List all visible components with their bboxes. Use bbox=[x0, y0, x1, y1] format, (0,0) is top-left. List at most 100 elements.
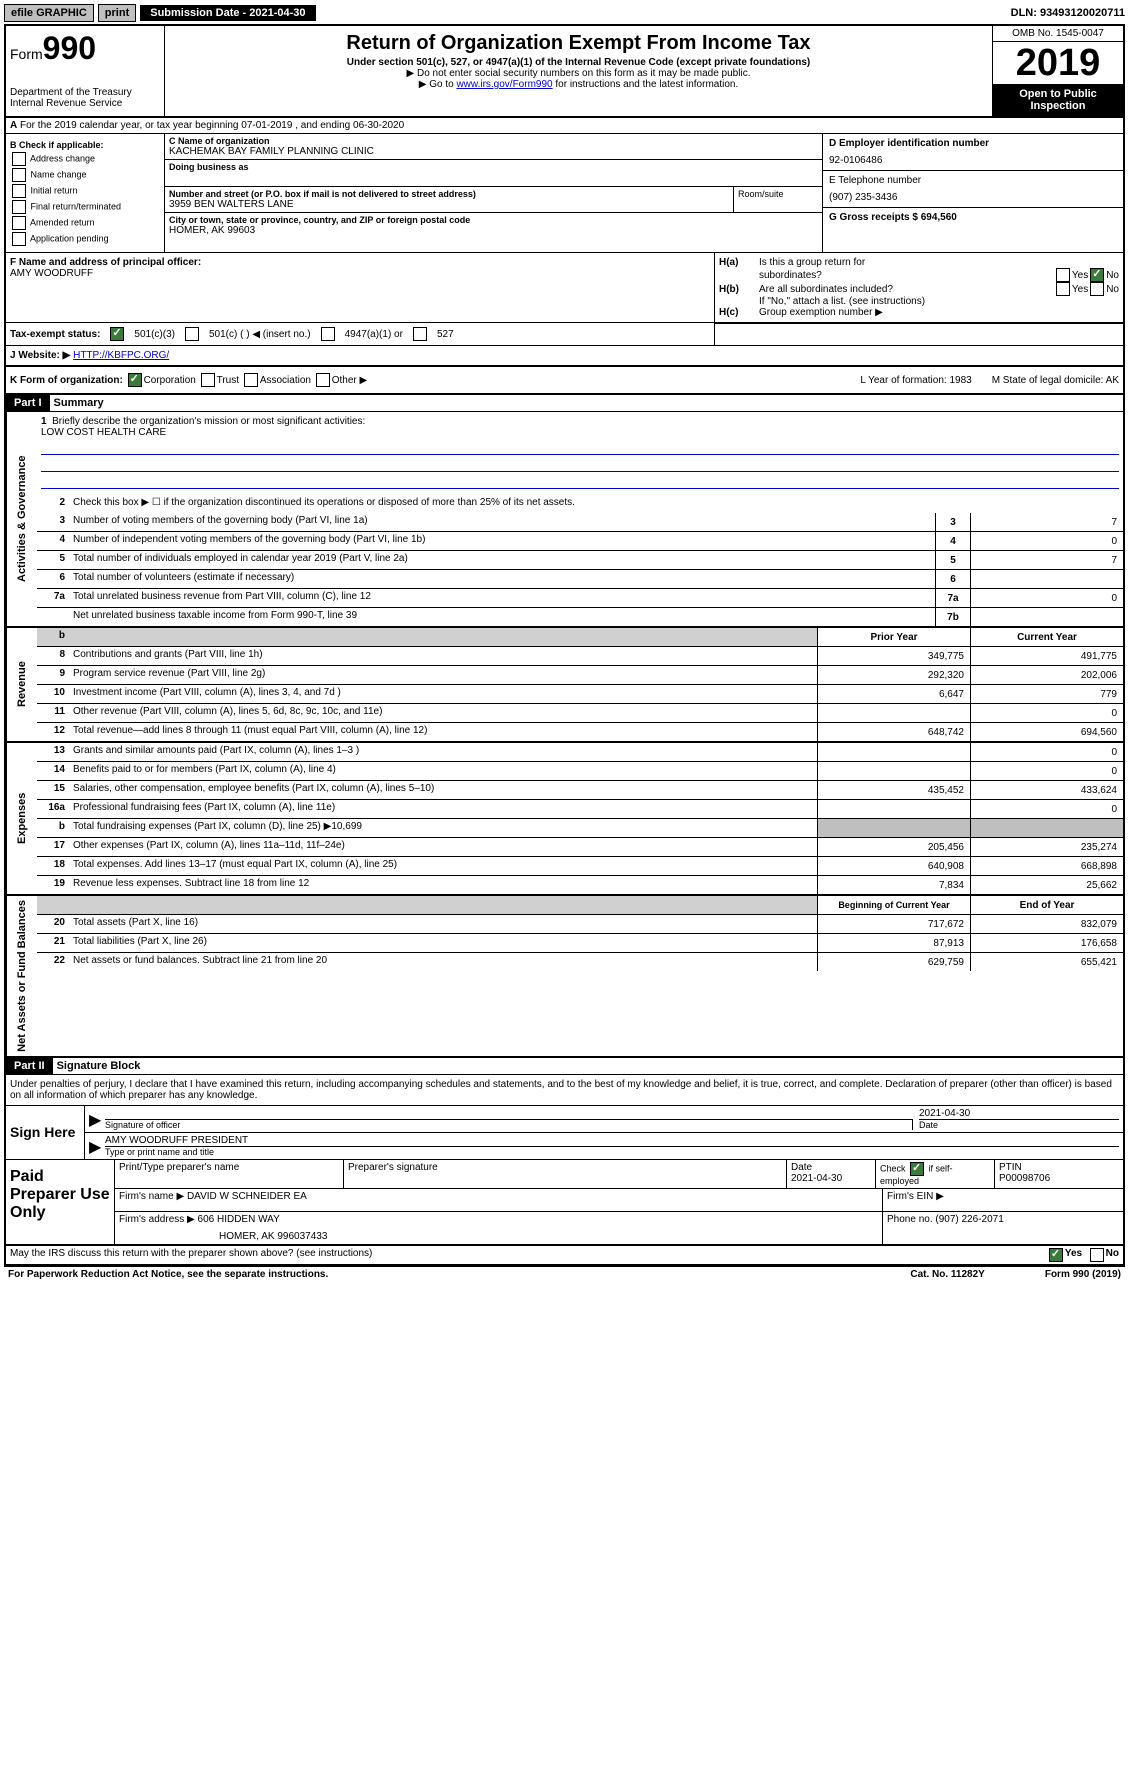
l6: Total number of volunteers (estimate if … bbox=[69, 570, 935, 588]
footer-discuss: May the IRS discuss this return with the… bbox=[6, 1246, 1123, 1265]
discuss-yes[interactable] bbox=[1049, 1248, 1063, 1262]
cb-4947[interactable] bbox=[321, 327, 335, 341]
irs-link[interactable]: www.irs.gov/Form990 bbox=[456, 79, 552, 90]
v7a: 0 bbox=[970, 589, 1123, 607]
cb-final[interactable] bbox=[12, 200, 26, 214]
cb-name[interactable] bbox=[12, 168, 26, 182]
other-label: Other ▶ bbox=[332, 375, 367, 386]
print-btn[interactable]: print bbox=[98, 4, 136, 22]
name-label: C Name of organization bbox=[169, 136, 818, 146]
c21: 176,658 bbox=[970, 934, 1123, 952]
p15: 435,452 bbox=[817, 781, 970, 799]
hb-no[interactable] bbox=[1090, 282, 1104, 296]
v5: 7 bbox=[970, 551, 1123, 569]
l15: Salaries, other compensation, employee b… bbox=[69, 781, 817, 799]
note2-pre: ▶ Go to bbox=[419, 79, 457, 90]
section-bcd: B Check if applicable: Address change Na… bbox=[6, 134, 1123, 253]
dba-label: Doing business as bbox=[169, 162, 818, 172]
efile-btn[interactable]: efile GRAPHIC bbox=[4, 4, 94, 22]
col-d: D Employer identification number 92-0106… bbox=[823, 134, 1123, 252]
part1-bar: Part I Summary bbox=[6, 395, 1123, 412]
row-k: K Form of organization: Corporation Trus… bbox=[6, 367, 1123, 395]
sig-block: Under penalties of perjury, I declare th… bbox=[6, 1075, 1123, 1265]
sig-date: 2021-04-30 bbox=[919, 1108, 1119, 1119]
4947-label: 4947(a)(1) or bbox=[345, 329, 403, 340]
officer-name-label: Type or print name and title bbox=[105, 1146, 1119, 1157]
l16b: Total fundraising expenses (Part IX, col… bbox=[69, 819, 817, 837]
hb-yes[interactable] bbox=[1056, 282, 1070, 296]
open-public: Open to Public Inspection bbox=[993, 84, 1123, 116]
c16a: 0 bbox=[970, 800, 1123, 818]
cb-other[interactable] bbox=[316, 373, 330, 387]
hc-text: Group exemption number ▶ bbox=[759, 307, 883, 318]
p11 bbox=[817, 704, 970, 722]
l5: Total number of individuals employed in … bbox=[69, 551, 935, 569]
firm-addr-l: Firm's address ▶ bbox=[119, 1214, 195, 1225]
form-footer: Form 990 (2019) bbox=[1045, 1269, 1121, 1280]
c13: 0 bbox=[970, 743, 1123, 761]
c11: 0 bbox=[970, 704, 1123, 722]
l19: Revenue less expenses. Subtract line 18 … bbox=[69, 876, 817, 894]
l-year: L Year of formation: 1983 bbox=[860, 375, 971, 386]
p13 bbox=[817, 743, 970, 761]
sig-officer-label: Signature of officer bbox=[105, 1119, 912, 1130]
v7b bbox=[970, 608, 1123, 626]
part2-header: Part II bbox=[6, 1058, 53, 1074]
part2-title: Signature Block bbox=[53, 1058, 145, 1074]
cb-assoc[interactable] bbox=[244, 373, 258, 387]
c8: 491,775 bbox=[970, 647, 1123, 665]
side-netassets: Net Assets or Fund Balances bbox=[6, 896, 37, 1056]
c22: 655,421 bbox=[970, 953, 1123, 971]
l4: Number of independent voting members of … bbox=[69, 532, 935, 550]
netassets-section: Net Assets or Fund Balances Beginning of… bbox=[6, 896, 1123, 1058]
part1-title: Summary bbox=[50, 395, 108, 411]
top-bar: efile GRAPHIC print Submission Date - 20… bbox=[4, 4, 1125, 22]
org-name: KACHEMAK BAY FAMILY PLANNING CLINIC bbox=[169, 146, 818, 157]
l11: Other revenue (Part VIII, column (A), li… bbox=[69, 704, 817, 722]
expenses-section: Expenses 13Grants and similar amounts pa… bbox=[6, 743, 1123, 896]
cb-501c[interactable] bbox=[185, 327, 199, 341]
corp-label: Corporation bbox=[144, 375, 196, 386]
501c3-label: 501(c)(3) bbox=[134, 329, 175, 340]
l22: Net assets or fund balances. Subtract li… bbox=[69, 953, 817, 971]
form-container: Form990 Department of the Treasury Inter… bbox=[4, 24, 1125, 1267]
header-right: OMB No. 1545-0047 2019 Open to Public In… bbox=[992, 26, 1123, 116]
ha-no[interactable] bbox=[1090, 268, 1104, 282]
l17: Other expenses (Part IX, column (A), lin… bbox=[69, 838, 817, 856]
l10: Investment income (Part VIII, column (A)… bbox=[69, 685, 817, 703]
sign-here-label: Sign Here bbox=[6, 1106, 85, 1159]
l7a: Total unrelated business revenue from Pa… bbox=[69, 589, 935, 607]
cb-selfemp[interactable] bbox=[910, 1162, 924, 1176]
cb-initial[interactable] bbox=[12, 184, 26, 198]
cb-527[interactable] bbox=[413, 327, 427, 341]
cb-501c3[interactable] bbox=[110, 327, 124, 341]
cb-corp[interactable] bbox=[128, 373, 142, 387]
c15: 433,624 bbox=[970, 781, 1123, 799]
c20: 832,079 bbox=[970, 915, 1123, 933]
row-j: J Website: ▶ HTTP://KBFPC.ORG/ bbox=[6, 346, 1123, 367]
firm-ein-l: Firm's EIN ▶ bbox=[883, 1189, 1123, 1211]
footer-bottom: For Paperwork Reduction Act Notice, see … bbox=[4, 1267, 1125, 1282]
paid-h3: Date bbox=[791, 1162, 871, 1173]
gross-receipts: G Gross receipts $ 694,560 bbox=[823, 208, 1123, 227]
cb-amended[interactable] bbox=[12, 216, 26, 230]
p19: 7,834 bbox=[817, 876, 970, 894]
side-expenses: Expenses bbox=[6, 743, 37, 894]
website-link[interactable]: HTTP://KBFPC.ORG/ bbox=[73, 350, 169, 361]
ha-yes[interactable] bbox=[1056, 268, 1070, 282]
arrow-icon: ▶ bbox=[89, 1137, 105, 1157]
hb-note: If "No," attach a list. (see instruction… bbox=[759, 296, 925, 307]
cb-address[interactable] bbox=[12, 152, 26, 166]
cb-pending-label: Application pending bbox=[30, 233, 109, 243]
p22: 629,759 bbox=[817, 953, 970, 971]
part2-bar: Part II Signature Block bbox=[6, 1058, 1123, 1075]
501c-label: 501(c) ( ) ◀ (insert no.) bbox=[209, 329, 311, 340]
cb-amended-label: Amended return bbox=[30, 217, 95, 227]
discuss-no[interactable] bbox=[1090, 1248, 1104, 1262]
p21: 87,913 bbox=[817, 934, 970, 952]
col-b: B Check if applicable: Address change Na… bbox=[6, 134, 165, 252]
declaration: Under penalties of perjury, I declare th… bbox=[6, 1075, 1123, 1106]
cb-pending[interactable] bbox=[12, 232, 26, 246]
l12: Total revenue—add lines 8 through 11 (mu… bbox=[69, 723, 817, 741]
cb-trust[interactable] bbox=[201, 373, 215, 387]
